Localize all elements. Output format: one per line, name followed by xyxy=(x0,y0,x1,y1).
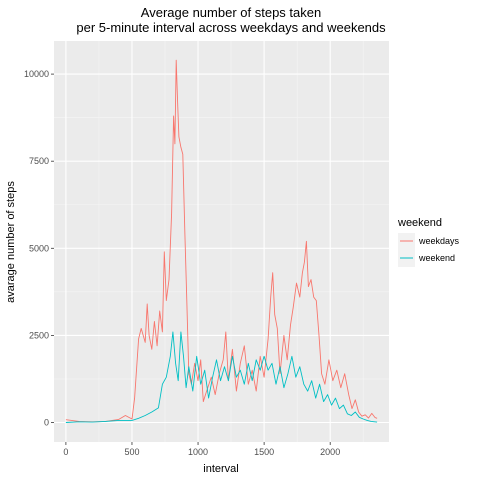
y-axis-title: avarage number of steps xyxy=(5,181,17,303)
x-tick-label: 500 xyxy=(124,447,139,457)
legend: weekend weekdays weekend xyxy=(397,217,460,267)
y-tick-label: 5000 xyxy=(29,243,49,253)
y-tick-label: 2500 xyxy=(29,330,49,340)
x-axis-title: interval xyxy=(203,463,238,475)
series-layer xyxy=(65,59,378,423)
chart-title-line-1: Average number of steps taken xyxy=(141,5,321,20)
x-tick-label: 1000 xyxy=(188,447,208,457)
x-tick-label: 0 xyxy=(63,447,68,457)
x-tick-label: 2000 xyxy=(320,447,340,457)
plot-background xyxy=(54,41,389,442)
series-line-weekend xyxy=(65,331,378,423)
chart-title-line-2: per 5-minute interval across weekdays an… xyxy=(76,20,386,35)
y-tick-label: 10000 xyxy=(24,69,49,79)
tick-labels: 0 500 1000 1500 2000 0 2500 5000 7500 10000 xyxy=(24,69,340,457)
legend-label-weekend: weekend xyxy=(418,253,455,263)
series-line-weekdays xyxy=(65,59,378,423)
legend-items: weekdays weekend xyxy=(398,233,460,267)
tick-marks xyxy=(51,73,331,445)
y-tick-label: 0 xyxy=(44,417,49,427)
minor-gridlines xyxy=(54,41,389,442)
legend-label-weekdays: weekdays xyxy=(418,236,460,246)
y-tick-label: 7500 xyxy=(29,156,49,166)
legend-title: weekend xyxy=(397,217,442,229)
x-tick-label: 1500 xyxy=(254,447,274,457)
